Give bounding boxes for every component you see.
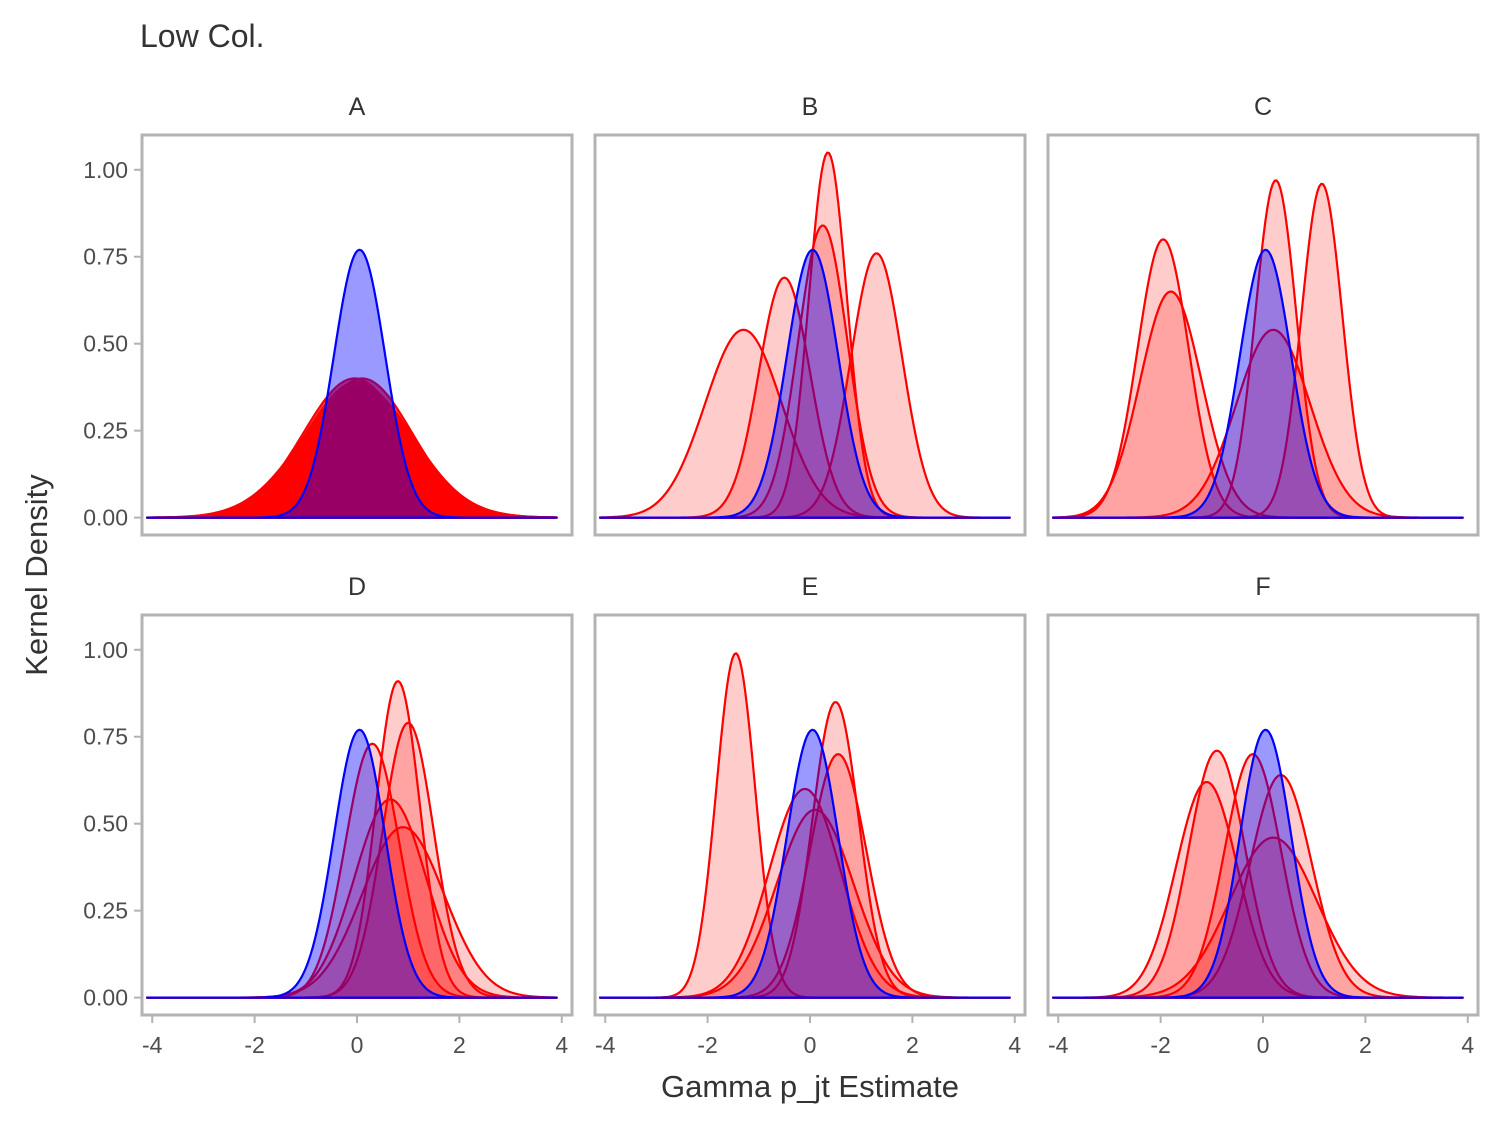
x-axis-title: Gamma p_jt Estimate bbox=[661, 1069, 959, 1104]
x-tick-label: -4 bbox=[142, 1032, 163, 1058]
x-tick-label: -2 bbox=[244, 1032, 264, 1058]
x-tick-label: 0 bbox=[1257, 1032, 1270, 1058]
facet-label-d: D bbox=[348, 573, 366, 601]
y-tick-label: 0.00 bbox=[83, 505, 128, 531]
x-tick-label: 0 bbox=[804, 1032, 817, 1058]
blue-density-a bbox=[146, 248, 558, 519]
x-tick-label: 2 bbox=[906, 1032, 919, 1058]
x-tick-label: 2 bbox=[453, 1032, 466, 1058]
facet-label-e: E bbox=[802, 573, 819, 601]
blue-density-c bbox=[1052, 248, 1464, 519]
panel-a: A 0.00 0.25 0.50 0.75 1.00 bbox=[83, 93, 574, 537]
x-tick-label: 2 bbox=[1359, 1032, 1372, 1058]
x-tick-label: 4 bbox=[1461, 1032, 1474, 1058]
facet-panels: A 0.00 0.25 0.50 0.75 1.00 B C D 0.00 0.25 0.50 0.75… bbox=[83, 93, 1480, 1058]
x-tick-label: -2 bbox=[697, 1032, 717, 1058]
x-tick-label: -4 bbox=[595, 1032, 616, 1058]
panel-border-b bbox=[593, 133, 1027, 537]
y-tick-label: 0.50 bbox=[83, 811, 128, 837]
panel-border-c bbox=[1046, 133, 1480, 537]
red-density-a-5 bbox=[146, 377, 558, 519]
facet-label-a: A bbox=[349, 93, 366, 121]
panel-f: F -4 -2 0 2 4 bbox=[1046, 573, 1480, 1058]
y-tick-label: 0.75 bbox=[83, 724, 128, 750]
y-tick-label: 0.75 bbox=[83, 244, 128, 270]
x-tick-label: 4 bbox=[1008, 1032, 1021, 1058]
y-tick-label: 0.50 bbox=[83, 331, 128, 357]
blue-density-e bbox=[599, 728, 1011, 999]
panel-c: C bbox=[1046, 93, 1480, 537]
y-tick-label: 0.25 bbox=[83, 898, 128, 924]
blue-density-b bbox=[599, 248, 1011, 519]
y-tick-label: 0.00 bbox=[83, 985, 128, 1011]
chart-title: Low Col. bbox=[140, 18, 265, 54]
x-tick-label: 0 bbox=[351, 1032, 364, 1058]
panel-d: D 0.00 0.25 0.50 0.75 1.00 -4 -2 0 2 4 bbox=[83, 573, 574, 1058]
panel-e: E -4 -2 0 2 4 bbox=[593, 573, 1027, 1058]
y-axis-title: Kernel Density bbox=[19, 474, 54, 676]
y-tick-label: 0.25 bbox=[83, 418, 128, 444]
panel-border-a bbox=[140, 133, 574, 537]
x-tick-label: -2 bbox=[1150, 1032, 1170, 1058]
y-tick-label: 1.00 bbox=[83, 157, 128, 183]
facet-label-b: B bbox=[802, 93, 819, 121]
x-tick-label: 4 bbox=[555, 1032, 568, 1058]
y-tick-label: 1.00 bbox=[83, 637, 128, 663]
blue-density-d bbox=[146, 728, 558, 999]
panel-b: B bbox=[593, 93, 1027, 537]
facet-label-f: F bbox=[1255, 573, 1270, 601]
x-tick-label: -4 bbox=[1048, 1032, 1069, 1058]
facet-label-c: C bbox=[1254, 93, 1272, 121]
blue-density-f bbox=[1052, 728, 1464, 999]
